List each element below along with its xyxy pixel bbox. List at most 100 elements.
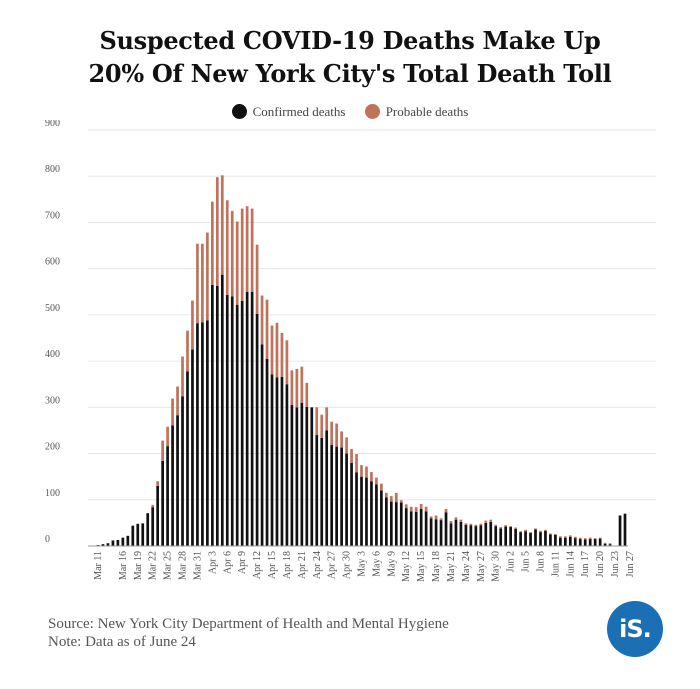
title-line-1: Suspected COVID-19 Deaths Make Up bbox=[99, 26, 601, 55]
x-tick-label: Jun 27 bbox=[625, 551, 636, 577]
bar-confirmed bbox=[424, 511, 428, 546]
bar-confirmed bbox=[310, 407, 314, 546]
bar-probable bbox=[355, 454, 358, 473]
bar-probable bbox=[385, 492, 388, 498]
x-tick-label: Apr 6 bbox=[222, 551, 233, 574]
bar-probable bbox=[265, 299, 269, 359]
bar-confirmed bbox=[320, 437, 324, 546]
logo: iS. bbox=[607, 601, 663, 657]
bar-confirmed bbox=[146, 513, 150, 546]
x-tick-label: Mar 11 bbox=[93, 551, 104, 580]
bar-confirmed bbox=[345, 453, 348, 546]
bar-confirmed bbox=[489, 521, 493, 546]
x-axis-ticks: Mar 11 Mar 16 Mar 19 Mar 22 Mar 25 Mar 28 Mar … bbox=[93, 551, 636, 582]
bar-probable bbox=[419, 503, 423, 510]
y-tick-label: 500 bbox=[45, 303, 60, 314]
bar-confirmed bbox=[116, 539, 120, 546]
bar-probable bbox=[568, 535, 572, 537]
bar-probable bbox=[230, 210, 234, 297]
bar-probable bbox=[474, 524, 478, 527]
bar-confirmed bbox=[529, 533, 532, 546]
bar-probable bbox=[176, 386, 179, 416]
bar-probable bbox=[245, 206, 249, 292]
bar-probable bbox=[255, 244, 259, 314]
bar-probable bbox=[459, 519, 463, 522]
bar-probable bbox=[509, 526, 513, 528]
bar-probable bbox=[524, 529, 527, 532]
x-tick-label: Mar 25 bbox=[163, 551, 174, 580]
bar-probable bbox=[270, 325, 274, 375]
bar-probable bbox=[494, 524, 498, 527]
bar-confirmed bbox=[389, 501, 393, 546]
x-tick-label: Apr 9 bbox=[237, 551, 248, 574]
bar-probable bbox=[499, 527, 503, 529]
bar-confirmed bbox=[101, 544, 105, 546]
x-tick-label: Mar 19 bbox=[133, 551, 144, 580]
bar-confirmed bbox=[355, 472, 358, 546]
bar-probable bbox=[414, 507, 418, 512]
bar-confirmed bbox=[608, 544, 612, 546]
x-tick-label: Mar 22 bbox=[148, 551, 159, 580]
bar-probable bbox=[554, 533, 557, 535]
bar-probable bbox=[220, 175, 224, 275]
x-tick-label: Jun 20 bbox=[595, 551, 606, 577]
x-tick-label: May 27 bbox=[476, 551, 487, 582]
bar-probable bbox=[215, 177, 219, 286]
x-tick-label: May 30 bbox=[491, 551, 502, 582]
x-tick-label: Apr 30 bbox=[342, 551, 353, 579]
bar-confirmed bbox=[578, 539, 582, 546]
bar-probable bbox=[300, 366, 304, 403]
x-tick-label: Jun 14 bbox=[565, 551, 576, 577]
legend-label-confirmed: Confirmed deaths bbox=[252, 103, 346, 119]
y-tick-label: 400 bbox=[45, 349, 60, 360]
x-tick-label: May 18 bbox=[431, 551, 442, 582]
bar-confirmed bbox=[434, 519, 438, 546]
bar-confirmed bbox=[588, 539, 592, 546]
bar-confirmed bbox=[449, 523, 453, 546]
bar-confirmed bbox=[315, 435, 319, 546]
bar-confirmed bbox=[305, 406, 309, 546]
title-line-2: 20% Of New York City's Total Death Toll bbox=[88, 59, 612, 88]
bar-probable bbox=[330, 421, 334, 445]
bar-confirmed bbox=[573, 538, 577, 546]
bar-confirmed bbox=[201, 322, 204, 546]
bar-probable bbox=[489, 519, 493, 522]
legend-item-confirmed: Confirmed deaths bbox=[231, 103, 346, 121]
bar-confirmed bbox=[494, 526, 498, 546]
x-tick-label: May 9 bbox=[386, 551, 397, 577]
bar-confirmed bbox=[454, 519, 458, 546]
x-tick-label: Jun 23 bbox=[610, 551, 621, 577]
bar-probable bbox=[161, 440, 164, 461]
bar-probable bbox=[340, 431, 343, 448]
bar-confirmed bbox=[380, 490, 383, 546]
bar-probable bbox=[201, 243, 204, 323]
bar-confirmed bbox=[419, 509, 423, 546]
bar-probable bbox=[225, 200, 229, 296]
bar-confirmed bbox=[598, 538, 602, 546]
bar-probable bbox=[608, 543, 612, 545]
bar-confirmed bbox=[265, 358, 269, 546]
bar-probable bbox=[315, 407, 319, 436]
bar-probable bbox=[469, 523, 473, 526]
bar-confirmed bbox=[583, 539, 587, 546]
bar-confirmed bbox=[568, 536, 572, 546]
bar-probable bbox=[404, 504, 408, 509]
bar-confirmed bbox=[404, 508, 408, 546]
bar-probable bbox=[285, 340, 289, 385]
bar-probable bbox=[295, 368, 299, 408]
bar-confirmed bbox=[220, 274, 224, 546]
bar-confirmed bbox=[295, 407, 299, 546]
bar-probable bbox=[578, 537, 582, 540]
bars bbox=[96, 175, 627, 546]
bar-confirmed bbox=[181, 396, 184, 546]
y-tick-label: 200 bbox=[45, 442, 60, 453]
bar-confirmed bbox=[509, 527, 513, 546]
y-tick-label: 100 bbox=[45, 488, 60, 499]
bar-probable bbox=[598, 537, 602, 539]
x-tick-label: May 3 bbox=[357, 551, 368, 577]
bar-confirmed bbox=[499, 528, 503, 546]
legend-swatch-probable bbox=[364, 104, 380, 120]
bar-confirmed bbox=[394, 502, 398, 546]
bar-confirmed bbox=[245, 291, 249, 546]
bar-confirmed bbox=[111, 540, 115, 546]
